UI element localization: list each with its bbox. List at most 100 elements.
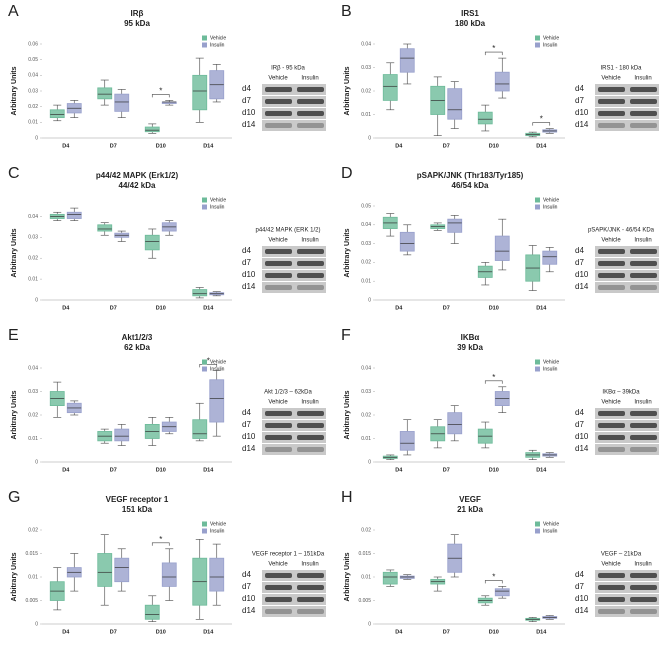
blot-strip (262, 282, 326, 293)
blot-lane-label: Insulin (301, 238, 318, 244)
y-tick-label: 0 (35, 135, 38, 141)
blot-strip (262, 420, 326, 431)
box (66, 211, 82, 219)
y-axis-label: Arbitrary Units (11, 228, 18, 277)
blot-band (265, 411, 292, 416)
blot-strip (262, 258, 326, 269)
legend-swatch (535, 42, 540, 48)
blot-row-label: d14 (575, 606, 589, 615)
blot-strip (262, 444, 326, 455)
y-tick-label: 0 (35, 621, 38, 627)
panel-letter: E (8, 327, 19, 344)
x-tick-label: D7 (110, 629, 117, 635)
y-tick-label: 0.04 (28, 73, 38, 79)
blot-band (297, 411, 324, 416)
box (494, 235, 510, 261)
blot-row-label: d4 (575, 246, 584, 255)
x-tick-label: D7 (443, 143, 450, 149)
blot-row-label: d4 (575, 408, 584, 417)
chart-title: IKBα (461, 333, 480, 342)
chart-subtitle: 44/42 kDa (119, 181, 156, 190)
blot-band (265, 111, 292, 116)
blot-strip (262, 432, 326, 443)
blot-band (630, 123, 657, 128)
blot-strip (595, 258, 659, 269)
y-tick-label: 0.03 (28, 88, 38, 94)
box (399, 431, 415, 451)
blot-row-label: d14 (242, 606, 256, 615)
x-tick-label: D10 (156, 467, 166, 473)
blot-band (265, 573, 292, 578)
blot-strip (262, 270, 326, 281)
significance-bracket (484, 580, 503, 584)
legend-swatch (535, 359, 540, 365)
y-tick-label: 0 (368, 459, 371, 465)
box (192, 74, 208, 111)
chart-subtitle: 95 kDa (124, 19, 150, 28)
box (399, 231, 415, 252)
legend-label: Vehicle (210, 521, 226, 527)
box (382, 74, 398, 101)
y-tick-label: 0.01 (361, 574, 371, 580)
box (447, 412, 463, 435)
blot-band (598, 285, 625, 290)
box (97, 224, 113, 232)
y-axis-label: Arbitrary Units (344, 66, 351, 115)
blot-strip (595, 420, 659, 431)
blot-band (297, 609, 324, 614)
blot-band (598, 99, 625, 104)
y-tick-label: 0 (35, 297, 38, 303)
legend-label: Insulin (543, 528, 558, 534)
blot-band (265, 435, 292, 440)
blot-band (598, 597, 625, 602)
blot-strip (262, 570, 326, 581)
y-axis-label: Arbitrary Units (344, 552, 351, 601)
legend-label: Vehicle (543, 521, 559, 527)
chart-title: IRS1 (461, 9, 479, 18)
y-tick-label: 0.04 (28, 214, 38, 220)
blot-lane-label: Insulin (301, 400, 318, 406)
blot-band (598, 111, 625, 116)
legend-label: Vehicle (543, 35, 559, 41)
blot-row-label: d4 (242, 84, 251, 93)
blot-band (297, 435, 324, 440)
box (114, 428, 130, 442)
blot-row-label: d10 (242, 594, 256, 603)
y-tick-label: 0.005 (25, 598, 38, 604)
blot-strip (595, 120, 659, 131)
blot-strip (262, 606, 326, 617)
blot-row-label: d4 (242, 246, 251, 255)
box (399, 48, 415, 73)
x-tick-label: D7 (443, 305, 450, 311)
blot-lane-label: Vehicle (601, 562, 621, 568)
blot-band (297, 261, 324, 266)
blot-lane-label: Insulin (634, 400, 651, 406)
blot-lane-label: Insulin (301, 562, 318, 568)
x-tick-label: D10 (156, 143, 166, 149)
blot-row-label: d10 (242, 270, 256, 279)
blot-band (297, 423, 324, 428)
blot-strip (595, 282, 659, 293)
blot-row-label: d7 (575, 420, 584, 429)
legend-label: Insulin (543, 366, 558, 372)
significance-label: * (159, 87, 162, 96)
significance-bracket (199, 364, 218, 368)
panel-letter: G (8, 489, 20, 506)
x-tick-label: D10 (156, 629, 166, 635)
box (114, 93, 130, 112)
blot-row-label: d7 (242, 96, 251, 105)
blot-band (630, 249, 657, 254)
box (542, 250, 558, 265)
blot-strip (262, 84, 326, 95)
blot-band (598, 447, 625, 452)
blot-lane-label: Vehicle (601, 76, 621, 82)
y-tick-label: 0.01 (28, 574, 38, 580)
blot-strip (595, 108, 659, 119)
significance-label: * (540, 115, 543, 124)
blot-band (297, 99, 324, 104)
y-tick-label: 0.02 (361, 412, 371, 418)
